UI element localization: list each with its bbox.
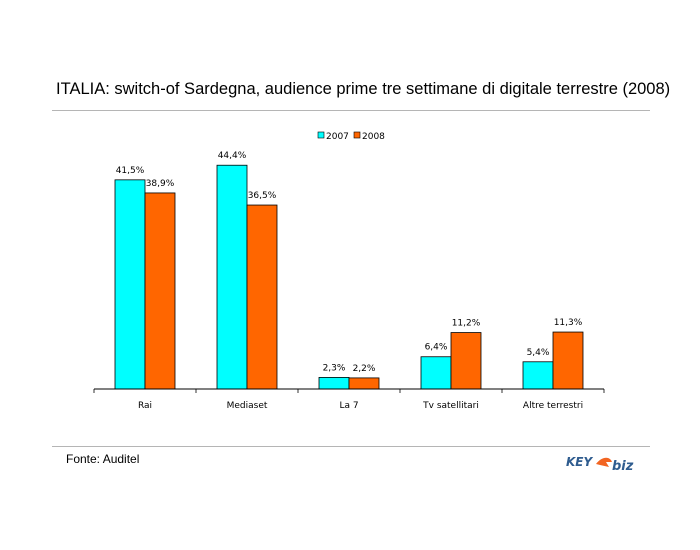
x-tick-label: Mediaset	[227, 401, 268, 411]
data-label: 2,2%	[353, 364, 376, 374]
data-label: 38,9%	[146, 179, 175, 189]
x-tick-label: Rai	[138, 401, 152, 411]
bar-2008-la-7	[348, 377, 380, 390]
legend-label-2007: 2007	[326, 132, 349, 142]
bar-2008-altre-terrestri	[552, 331, 584, 390]
title-divider	[52, 110, 650, 111]
chart-bars: 41,5%38,9% 44,4% 36,5% 2,3% 2,2% 6,4% 11,2% 5,4…	[114, 151, 584, 390]
bar-2008-rai	[144, 192, 176, 390]
data-label: 41,5%	[116, 166, 145, 176]
x-axis: Rai Mediaset La 7 Tv satellitari Altre terre…	[93, 388, 605, 411]
logo-swoosh	[596, 457, 612, 467]
bar-2007-la-7	[318, 377, 350, 390]
chart-legend: 2007 2008	[317, 131, 385, 142]
data-label: 5,4%	[527, 348, 550, 358]
bar-2007-rai	[114, 179, 146, 390]
logo-text-key: KEY	[566, 455, 593, 469]
logo-text-biz: biz	[612, 459, 634, 473]
legend-label-2008: 2008	[362, 132, 385, 142]
bar-2007-altre-terrestri	[522, 361, 554, 390]
bar-2007-mediaset	[216, 164, 248, 390]
x-tick-label: Altre terrestri	[523, 401, 583, 411]
legend-swatch-2008	[353, 131, 361, 139]
data-label: 36,5%	[248, 191, 277, 201]
page-title: ITALIA: switch-of Sardegna, audience pri…	[56, 80, 671, 98]
data-label: 2,3%	[323, 363, 346, 373]
x-tick-label: Tv satellitari	[422, 401, 479, 411]
bar-2008-tv-satellitari	[450, 332, 482, 390]
bar-2008-mediaset	[246, 204, 278, 390]
data-label: 11,2%	[452, 319, 481, 329]
key4biz-logo: KEY biz	[566, 455, 634, 473]
data-label: 44,4%	[218, 151, 247, 161]
legend-swatch-2007	[317, 131, 325, 139]
source-note: Fonte: Auditel	[66, 452, 140, 466]
data-label: 6,4%	[425, 343, 448, 353]
footer-divider	[52, 446, 650, 447]
bar-2007-tv-satellitari	[420, 356, 452, 390]
x-tick-label: La 7	[339, 401, 358, 411]
data-label: 11,3%	[554, 318, 583, 328]
